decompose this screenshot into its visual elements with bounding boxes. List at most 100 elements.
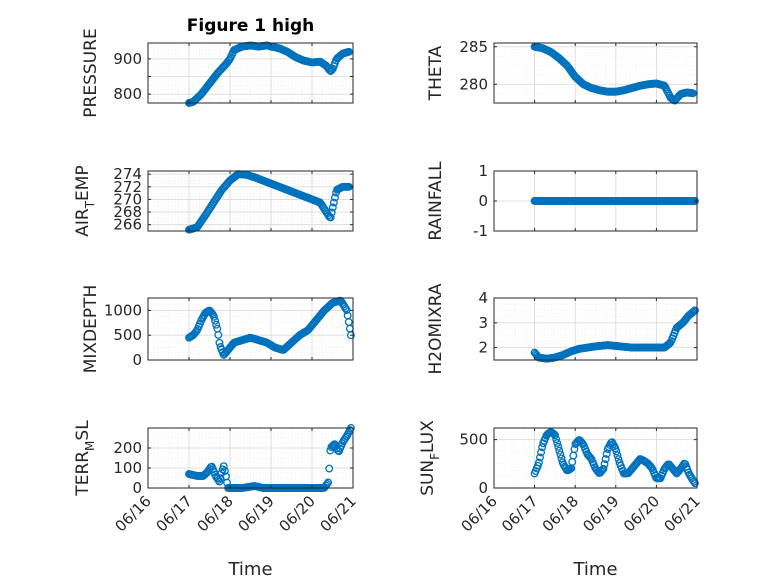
y-tick-label: 4 [478, 289, 488, 307]
axes-box [493, 42, 698, 104]
data-point [599, 464, 608, 473]
y-tick-label: 1 [478, 162, 488, 180]
y-axis-label: THETA [426, 45, 446, 101]
x-tick-label: 06/19 [579, 492, 622, 535]
data-point [553, 439, 562, 447]
y-axis-label: TERRMSL [73, 420, 97, 497]
data-point [601, 455, 610, 463]
y-tick-label: 274 [113, 165, 142, 183]
data-point [215, 477, 224, 486]
y-axis-label: SUNFLUX [418, 420, 442, 496]
x-tick-label: 06/16 [112, 492, 155, 535]
chart-panel-7: 0 100 200 TERRMSL 06/1606/1706/1806/1906/200… [73, 420, 360, 580]
y-axis-label: AIRTEMP [73, 165, 97, 236]
data-point [555, 446, 564, 455]
data-point [537, 448, 546, 457]
data-point [212, 320, 221, 329]
data-point [325, 464, 334, 473]
data-point [345, 324, 354, 333]
y-tick-label: 0 [132, 479, 142, 497]
y-axis-label: PRESSURE [81, 28, 101, 117]
data-point [328, 442, 337, 450]
data-point [327, 208, 336, 217]
data-point [554, 442, 563, 451]
axes-box [147, 297, 354, 361]
data-point [612, 447, 621, 456]
y-tick-label: 800 [113, 85, 142, 103]
data-point [613, 451, 622, 460]
x-tick-label: 06/21 [317, 492, 360, 535]
y-tick-label: 280 [459, 75, 488, 93]
chart-panel-4: -1 0 1 RAINFALL [426, 161, 699, 241]
y-tick-label: 268 [113, 203, 142, 221]
data-point [328, 203, 337, 212]
data-point [220, 467, 229, 475]
chart-panel-8: 0 500 SUNFLUX 06/1606/1706/1806/1906/2006/2… [418, 420, 704, 580]
y-tick-label: 200 [113, 439, 142, 457]
data-point [326, 213, 335, 222]
y-tick-label: -1 [473, 222, 488, 240]
y-tick-label: 500 [113, 326, 142, 344]
data-point [344, 318, 353, 327]
x-tick-label: 06/18 [194, 492, 237, 535]
y-tick-label: 0 [478, 479, 488, 497]
data-point [566, 465, 575, 474]
data-point [688, 89, 697, 98]
y-tick-label: 2 [478, 339, 488, 357]
y-tick-label: 900 [113, 50, 142, 68]
y-tick-label: 270 [113, 190, 142, 208]
data-point [691, 479, 699, 488]
data-point [342, 306, 351, 314]
x-tick-label: 06/19 [235, 492, 278, 535]
y-axis-label: H2OMIXRA [426, 283, 446, 374]
data-point [600, 460, 609, 469]
data-point [214, 330, 223, 339]
y-tick-label: 272 [113, 178, 142, 196]
data-point [691, 306, 699, 315]
y-tick-label: 285 [459, 38, 488, 56]
data-point [550, 430, 558, 439]
axes-box [493, 297, 698, 361]
data-point [691, 197, 699, 205]
data-point [219, 462, 228, 471]
chart-panel-2: 280 285 THETA [426, 38, 698, 105]
x-tick-label: 06/16 [458, 492, 501, 535]
data-point [688, 308, 697, 317]
data-point [569, 451, 578, 460]
y-tick-label: 100 [113, 459, 142, 477]
y-tick-label: 1000 [104, 301, 142, 319]
x-tick-label: 06/20 [620, 492, 663, 535]
data-point [214, 475, 223, 484]
data-point [215, 338, 224, 347]
data-point [323, 480, 331, 488]
x-axis-label: Time [572, 559, 617, 580]
y-tick-label: 0 [478, 192, 488, 210]
axes-box [147, 427, 354, 489]
chart-panel-6: 2 3 4 H2OMIXRA [426, 283, 699, 375]
y-axis-label: MIXDEPTH [81, 285, 101, 374]
data-point [556, 450, 565, 459]
data-point [614, 455, 623, 464]
y-tick-label: 0 [132, 351, 142, 369]
y-tick-label: 266 [113, 216, 142, 234]
x-tick-label: 06/21 [661, 492, 704, 535]
data-point [329, 198, 338, 207]
axes-box [493, 427, 698, 489]
axes-box [147, 170, 354, 232]
data-point [211, 316, 220, 325]
x-tick-label: 06/18 [539, 492, 582, 535]
chart-panel-1: 800 900 PRESSURE Figure 1 high [81, 16, 354, 118]
data-point [536, 453, 544, 462]
axes-box [147, 42, 354, 104]
data-point [330, 193, 339, 202]
y-tick-label: 3 [478, 314, 488, 332]
data-point [602, 449, 611, 458]
data-point [534, 458, 543, 467]
x-tick-label: 06/17 [153, 492, 196, 535]
data-point [586, 453, 595, 462]
data-point [551, 431, 559, 440]
data-point [327, 66, 336, 75]
